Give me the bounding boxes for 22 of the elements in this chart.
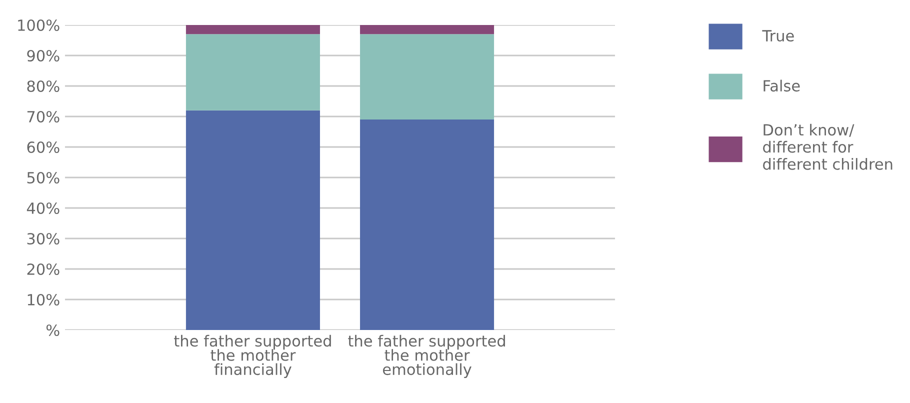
y-tick-label: 90% (27, 50, 60, 62)
bar (360, 34, 494, 120)
bar (186, 25, 320, 34)
y-tick-label: 60% (27, 141, 60, 154)
bar (186, 110, 320, 330)
x-tick-label: the father supported the mother emotionally (348, 334, 505, 378)
y-tick-label: 50% (27, 172, 60, 184)
legend-label: False (764, 80, 800, 92)
y-tick-label: 70% (27, 110, 60, 123)
bar (186, 34, 320, 110)
y-tick-label: 10% (28, 294, 60, 306)
y-tick-label: 80% (27, 80, 60, 92)
y-tick-label: 100% (18, 19, 60, 32)
y-tick-label: % (46, 324, 60, 336)
x-tick-label: the father supported the mother financially (174, 334, 331, 378)
bar (360, 25, 494, 34)
y-tick-label: 40% (26, 202, 60, 214)
legend-label: Don’t know/ different for different children (763, 124, 892, 170)
bar (360, 120, 494, 330)
y-tick-label: 30% (27, 232, 60, 245)
y-tick-label: 20% (27, 263, 60, 276)
legend-label: True (762, 30, 794, 42)
